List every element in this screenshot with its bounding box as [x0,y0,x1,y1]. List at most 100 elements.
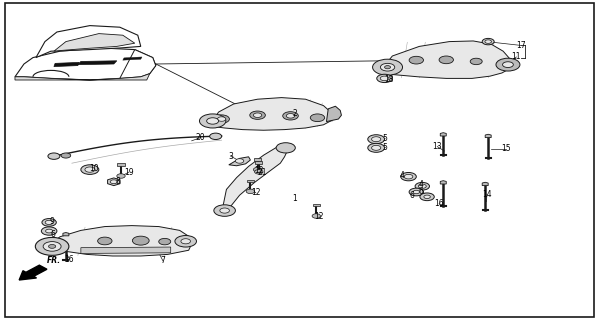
Polygon shape [15,48,156,80]
Text: 3: 3 [228,152,233,161]
Circle shape [132,236,149,245]
Circle shape [368,143,385,152]
Circle shape [380,63,395,71]
Circle shape [377,74,392,83]
Circle shape [371,145,381,150]
Circle shape [401,172,416,181]
Text: 19: 19 [124,168,134,177]
Polygon shape [254,158,261,161]
Circle shape [214,205,235,216]
Circle shape [485,40,491,43]
Text: 12: 12 [254,166,264,175]
Polygon shape [440,133,446,136]
Circle shape [418,184,426,188]
Circle shape [420,193,434,201]
Circle shape [85,167,95,172]
Text: 6: 6 [50,230,55,239]
Text: 1: 1 [292,194,297,203]
Circle shape [181,239,190,244]
Text: 16: 16 [65,255,74,264]
Text: 21: 21 [258,168,267,177]
Circle shape [217,117,226,121]
Circle shape [283,112,298,120]
Circle shape [439,56,453,64]
Text: 15: 15 [501,144,511,153]
Circle shape [175,236,196,247]
Polygon shape [54,62,79,67]
Polygon shape [123,57,142,60]
Polygon shape [54,34,135,51]
Text: FR.: FR. [47,256,61,265]
Text: 5: 5 [383,134,388,143]
Text: 5: 5 [383,143,388,152]
Text: 12: 12 [314,212,323,221]
Circle shape [246,189,255,194]
Text: 18: 18 [385,75,394,84]
Circle shape [110,180,117,184]
Polygon shape [108,178,120,186]
Circle shape [482,38,494,45]
Circle shape [409,188,423,196]
Polygon shape [313,204,320,206]
Circle shape [61,153,71,158]
Text: 9: 9 [50,217,55,226]
Circle shape [255,170,263,174]
Text: 2: 2 [292,109,297,118]
Circle shape [253,113,262,117]
Circle shape [385,66,391,69]
Circle shape [250,111,265,119]
Polygon shape [382,41,512,78]
Circle shape [210,133,222,140]
Circle shape [503,62,513,68]
Circle shape [42,219,56,226]
Polygon shape [81,247,171,253]
Polygon shape [440,181,446,184]
Circle shape [48,153,60,159]
Circle shape [220,208,229,213]
Circle shape [253,167,262,172]
Polygon shape [482,182,488,186]
Circle shape [235,159,244,163]
Polygon shape [45,226,192,256]
FancyArrow shape [19,265,47,280]
Polygon shape [78,61,117,65]
Circle shape [286,114,295,118]
Text: 11: 11 [512,52,521,61]
Text: 4: 4 [419,180,423,189]
Polygon shape [247,180,254,182]
Circle shape [424,195,430,198]
Text: 13: 13 [432,142,442,151]
Circle shape [159,238,171,245]
Circle shape [404,174,413,179]
Circle shape [470,58,482,65]
Text: 20: 20 [196,133,205,142]
Polygon shape [485,134,491,138]
Circle shape [380,76,389,81]
Text: 4: 4 [400,171,405,180]
Circle shape [373,59,403,75]
Circle shape [207,118,219,124]
Text: 6: 6 [419,188,423,196]
Polygon shape [120,50,156,78]
Polygon shape [255,161,262,164]
Circle shape [415,182,429,190]
Circle shape [276,143,295,153]
Text: 12: 12 [251,188,261,197]
Circle shape [214,115,229,123]
Circle shape [41,227,57,235]
Polygon shape [63,233,69,236]
Polygon shape [117,163,125,166]
Circle shape [46,229,53,233]
Circle shape [117,174,125,178]
Circle shape [310,114,325,122]
Text: 8: 8 [116,177,120,186]
Circle shape [368,135,385,144]
Circle shape [98,237,112,245]
Circle shape [409,56,423,64]
Text: 6: 6 [410,191,415,200]
Polygon shape [36,26,141,58]
Polygon shape [15,74,150,80]
Circle shape [371,137,381,142]
Circle shape [35,237,69,255]
Text: 14: 14 [482,190,492,199]
